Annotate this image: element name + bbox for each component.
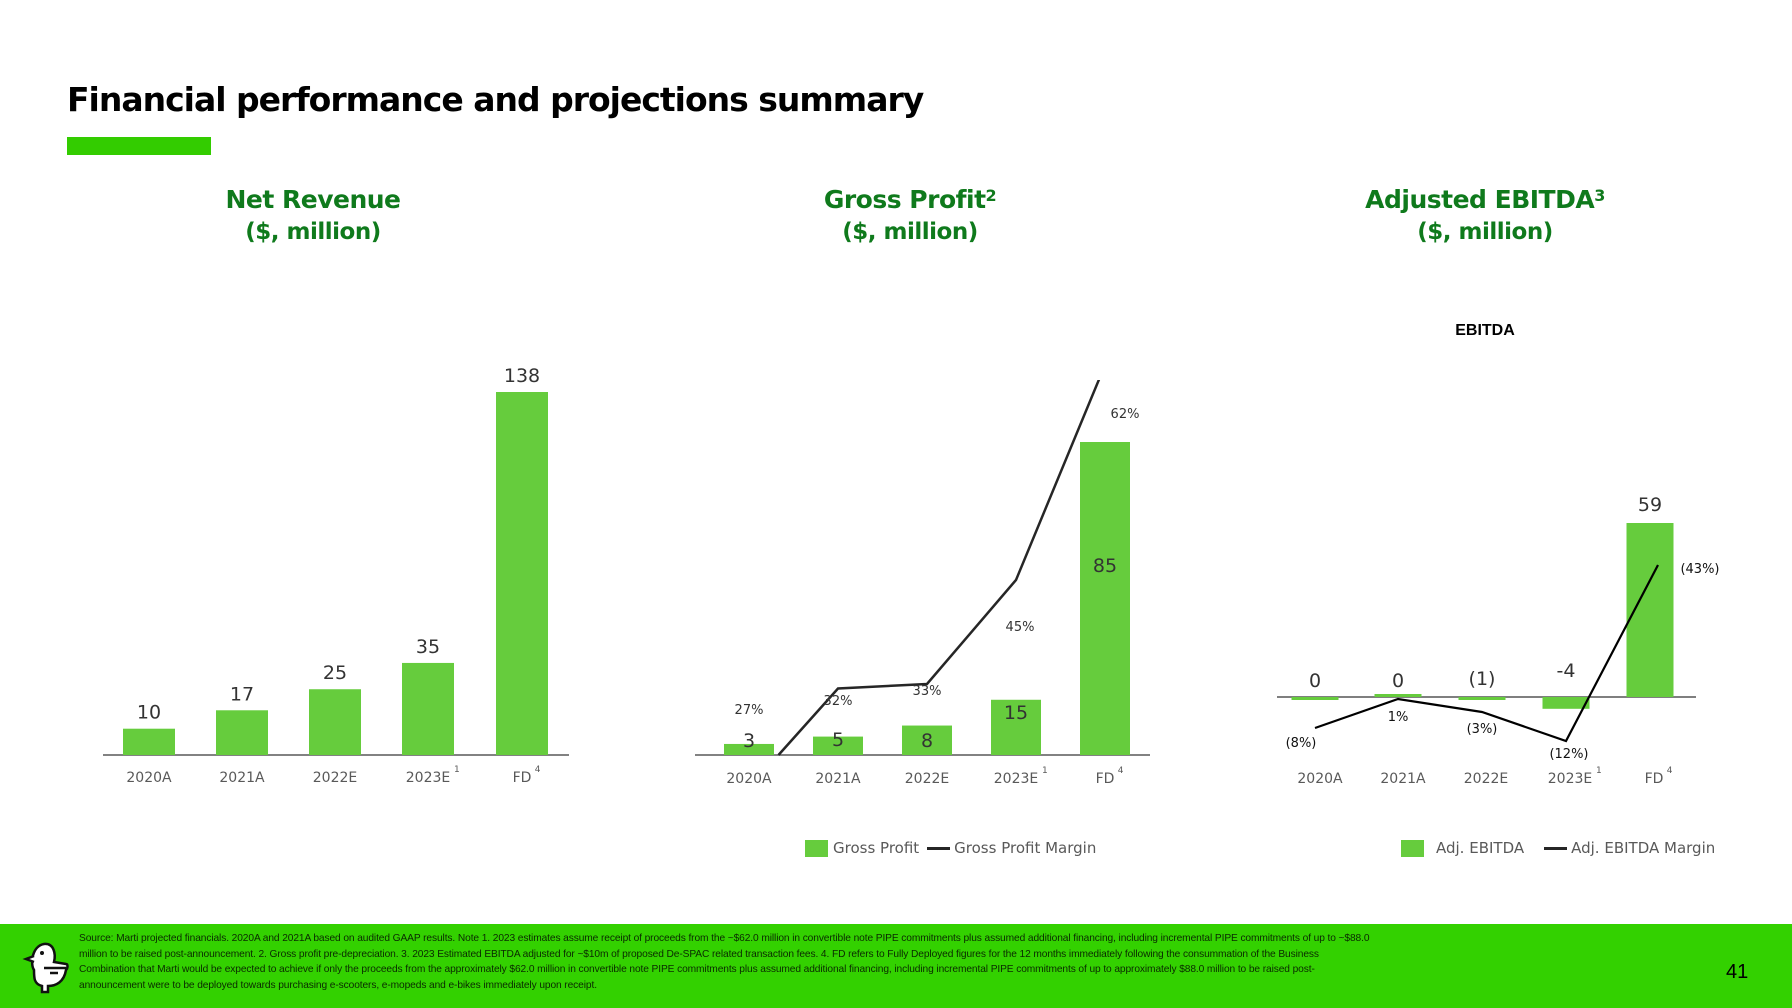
x-tick-label: 2023E bbox=[406, 770, 450, 786]
margin-label: 33% bbox=[913, 684, 942, 699]
x-tick-label: FD bbox=[1096, 771, 1115, 787]
x-tick-label: 2021A bbox=[1380, 771, 1426, 787]
legend-bar-swatch bbox=[805, 839, 828, 857]
margin-line bbox=[777, 380, 1101, 756]
x-tick-label: FD bbox=[513, 770, 532, 786]
x-tick-label: 2022E bbox=[905, 771, 949, 787]
footnotes: Source: Marti projected financials. 2020… bbox=[79, 931, 1639, 993]
bar bbox=[1080, 442, 1130, 755]
bar bbox=[1458, 697, 1506, 700]
x-tick-footnote: 4 bbox=[535, 765, 541, 775]
margin-line bbox=[1314, 564, 1659, 743]
legend-bar-swatch bbox=[1401, 839, 1424, 857]
gross-profit-chart: 3 5 8 15 85 27% 32% 33% 45% 62% 2020A 2021A 2022E 202… bbox=[695, 380, 1150, 787]
data-label: 15 bbox=[1004, 702, 1028, 724]
x-tick-label: 2021A bbox=[219, 770, 265, 786]
legend-adj-ebitda-margin: Adj. EBITDA Margin bbox=[1571, 839, 1716, 857]
margin-label: 45% bbox=[1006, 620, 1035, 635]
bar bbox=[1291, 697, 1339, 700]
legend-line-swatch bbox=[927, 846, 951, 850]
page-title: Financial performance and projections su… bbox=[67, 80, 924, 119]
net-revenue-title: Net Revenue bbox=[225, 185, 401, 214]
margin-label: 27% bbox=[735, 703, 764, 718]
duck-mascot-icon bbox=[22, 942, 69, 994]
x-tick-label: 2023E bbox=[994, 771, 1038, 787]
bar bbox=[123, 728, 175, 755]
margin-label: 1% bbox=[1388, 710, 1409, 725]
adj-ebitda-subtitle: ($, million) bbox=[1417, 219, 1553, 245]
footer-band: Source: Marti projected financials. 2020… bbox=[0, 924, 1792, 1008]
data-label: 25 bbox=[323, 662, 347, 684]
margin-label: (43%) bbox=[1680, 562, 1719, 577]
data-label: 0 bbox=[1392, 670, 1404, 692]
margin-label: (8%) bbox=[1286, 736, 1317, 751]
gross-profit-heading: Gross Profit2 ($, million) bbox=[760, 184, 1060, 248]
bar bbox=[991, 699, 1041, 755]
bar bbox=[496, 392, 548, 755]
data-label: -4 bbox=[1557, 660, 1576, 682]
footnote-line: Combination that Marti would be expected… bbox=[79, 964, 1315, 975]
bar bbox=[813, 736, 863, 755]
margin-label: 32% bbox=[824, 694, 853, 709]
data-label: 3 bbox=[743, 730, 755, 752]
data-label: 35 bbox=[416, 636, 440, 658]
data-label: 85 bbox=[1093, 555, 1117, 577]
bar bbox=[216, 710, 268, 755]
legend-adj-ebitda: Adj. EBITDA bbox=[1436, 839, 1525, 857]
data-label: (1) bbox=[1469, 668, 1496, 690]
legend-line-swatch bbox=[1544, 846, 1568, 850]
legend-gross-profit-margin: Gross Profit Margin bbox=[954, 839, 1097, 857]
adj-ebitda-title-footnote: 3 bbox=[1594, 186, 1605, 205]
adj-ebitda-title: Adjusted EBITDA bbox=[1365, 185, 1595, 214]
gross-profit-legend: Gross Profit Gross Profit Margin bbox=[805, 839, 1096, 857]
data-label: 10 bbox=[137, 702, 161, 724]
net-revenue-chart: 10 17 25 35 138 2020A 2021A 2022E 2023E 1 FD 4 bbox=[103, 365, 569, 786]
x-tick-footnote: 4 bbox=[1118, 766, 1124, 776]
x-tick-label: 2022E bbox=[1464, 771, 1508, 787]
data-label: 17 bbox=[230, 683, 254, 705]
margin-label: (3%) bbox=[1467, 722, 1498, 737]
page-number: 41 bbox=[1726, 961, 1749, 983]
legend-gross-profit: Gross Profit bbox=[833, 839, 920, 857]
margin-label: (12%) bbox=[1549, 747, 1588, 762]
bar bbox=[1374, 694, 1422, 697]
bar bbox=[402, 662, 454, 755]
ebitda-inner-title: EBITDA bbox=[1455, 322, 1515, 339]
margin-label: 62% bbox=[1111, 407, 1140, 422]
net-revenue-subtitle: ($, million) bbox=[245, 219, 381, 245]
data-label: 138 bbox=[504, 365, 540, 387]
x-tick-footnote: 1 bbox=[1042, 766, 1048, 776]
data-label: 59 bbox=[1638, 494, 1662, 516]
bar bbox=[309, 689, 361, 755]
title-accent-bar bbox=[67, 137, 211, 155]
bar bbox=[1542, 697, 1590, 709]
x-tick-label: 2020A bbox=[126, 770, 172, 786]
gross-profit-title: Gross Profit bbox=[823, 185, 986, 214]
footnote-line: announcement were to be deployed towards… bbox=[79, 979, 597, 991]
gross-profit-subtitle: ($, million) bbox=[842, 219, 978, 245]
gross-profit-title-footnote: 2 bbox=[985, 186, 997, 205]
x-tick-footnote: 4 bbox=[1667, 766, 1673, 776]
x-tick-label: 2022E bbox=[313, 770, 357, 786]
data-label: 8 bbox=[921, 730, 933, 752]
data-label: 0 bbox=[1309, 670, 1321, 692]
bar bbox=[902, 725, 952, 755]
x-tick-label: 2021A bbox=[815, 771, 861, 787]
bar bbox=[724, 743, 774, 755]
x-tick-footnote: 1 bbox=[1596, 766, 1602, 776]
adj-ebitda-legend: Adj. EBITDA Adj. EBITDA Margin bbox=[1401, 839, 1715, 857]
x-tick-label: 2020A bbox=[1297, 771, 1343, 787]
x-tick-label: 2020A bbox=[726, 771, 772, 787]
x-tick-label: FD bbox=[1645, 771, 1664, 787]
adj-ebitda-heading: Adjusted EBITDA3 ($, million) bbox=[1335, 184, 1635, 248]
data-label: 5 bbox=[832, 729, 844, 751]
x-tick-footnote: 1 bbox=[454, 765, 460, 775]
footnote-line: Source: Marti projected financials. 2020… bbox=[79, 933, 1370, 944]
adj-ebitda-chart: 0 0 (1) -4 59 (8%) 1% (3%) (12%) (43%) 2020A 2021A 2… bbox=[1277, 494, 1720, 787]
net-revenue-heading: Net Revenue ($, million) bbox=[163, 184, 463, 248]
x-tick-label: 2023E bbox=[1548, 771, 1592, 787]
footnote-line: million to be raised post-announcement. … bbox=[79, 948, 1319, 960]
